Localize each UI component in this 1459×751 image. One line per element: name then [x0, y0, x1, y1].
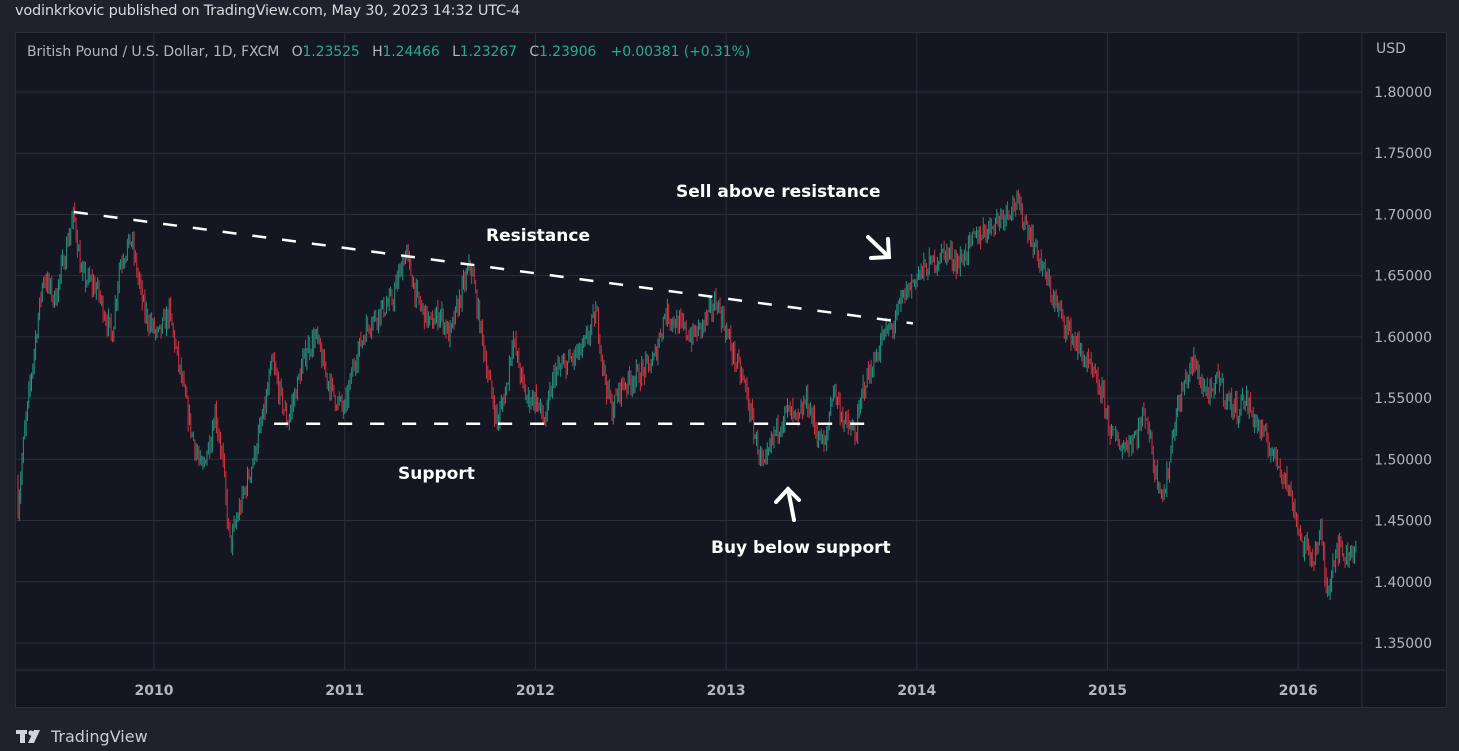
time-tick-label: 2011	[325, 683, 364, 699]
buy-below-support-label: Buy below support	[711, 538, 891, 558]
axes-layer: 1.80000 1.75000 1.70000 1.65000 1.60000 1.550…	[16, 33, 1447, 708]
low-label: L	[452, 44, 460, 60]
price-tick-label: 1.70000	[1374, 207, 1432, 223]
arrow-down-right-icon	[866, 235, 892, 260]
time-tick-label: 2015	[1088, 683, 1127, 699]
price-tick-label: 1.60000	[1374, 330, 1432, 346]
tradingview-logo[interactable]: TradingView	[16, 727, 148, 746]
time-tick-label: 2013	[707, 683, 746, 699]
low-value: 1.23267	[459, 44, 517, 60]
arrow-up-icon	[774, 486, 801, 522]
publisher-line: vodinkrkovic published on TradingView.co…	[15, 3, 521, 19]
time-tick-label: 2012	[516, 683, 555, 699]
symbol-title: British Pound / U.S. Dollar, 1D, FXCM	[27, 44, 280, 60]
grid-lines	[16, 33, 1362, 670]
price-tick-label: 1.80000	[1374, 85, 1432, 101]
tradingview-logo-icon	[16, 729, 40, 743]
symbol-legend: British Pound / U.S. Dollar, 1D, FXCM O1…	[27, 44, 750, 60]
high-label: H	[372, 44, 383, 60]
price-tick-label: 1.50000	[1374, 452, 1432, 468]
high-value: 1.24466	[382, 44, 440, 60]
price-tick-label: 1.55000	[1374, 391, 1432, 407]
resistance-trendline[interactable]	[73, 210, 914, 325]
change-value: +0.00381 (+0.31%)	[610, 44, 751, 60]
price-tick-label: 1.40000	[1374, 575, 1432, 591]
candlestick-series	[17, 189, 1357, 601]
time-tick-label: 2010	[135, 683, 174, 699]
price-tick-label: 1.65000	[1374, 269, 1432, 285]
open-label: O	[291, 44, 303, 60]
currency-label[interactable]: USD	[1376, 41, 1406, 57]
annotations-layer: Resistance Support Sell above resistance Bu…	[73, 182, 914, 558]
time-tick-label: 2016	[1279, 683, 1318, 699]
sell-above-resistance-label: Sell above resistance	[676, 182, 880, 202]
price-tick-label: 1.35000	[1374, 636, 1432, 652]
support-label: Support	[398, 464, 475, 484]
tradingview-logo-text: TradingView	[51, 727, 148, 746]
close-value: 1.23906	[539, 44, 597, 60]
time-tick-label: 2014	[897, 683, 936, 699]
price-tick-label: 1.45000	[1374, 514, 1432, 530]
chart-panel[interactable]	[15, 32, 1447, 708]
close-label: C	[529, 44, 540, 60]
resistance-label: Resistance	[486, 226, 590, 246]
open-value: 1.23525	[302, 44, 360, 60]
price-tick-label: 1.75000	[1374, 146, 1432, 162]
